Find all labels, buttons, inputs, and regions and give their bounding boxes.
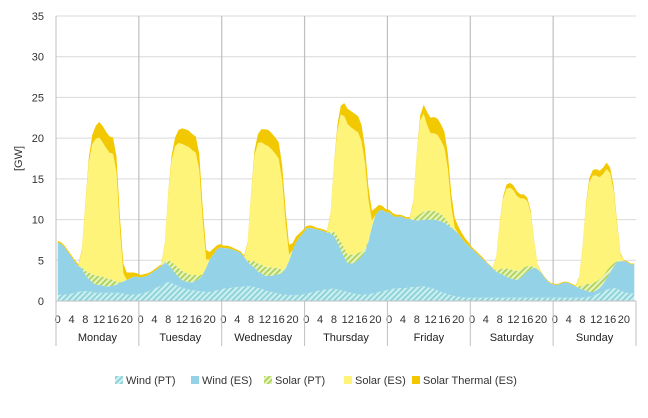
- x-tick-label: 12: [424, 314, 436, 326]
- grid-lines: [56, 15, 636, 301]
- x-tick-label: 0: [386, 314, 392, 326]
- x-tick-label: 4: [68, 314, 74, 326]
- legend-swatch: [344, 376, 352, 384]
- x-tick-label: 0: [552, 314, 558, 326]
- y-tick-label: 10: [32, 215, 44, 227]
- x-tick-label: 20: [452, 314, 464, 326]
- x-tick-label: 12: [342, 314, 354, 326]
- x-tick-label: 8: [82, 314, 88, 326]
- x-tick-label: 8: [165, 314, 171, 326]
- x-tick-label: 12: [507, 314, 519, 326]
- y-tick-label: 0: [38, 296, 44, 308]
- day-label: Friday: [414, 332, 445, 344]
- x-tick-label: 8: [331, 314, 337, 326]
- x-tick-label: 0: [138, 314, 144, 326]
- series-area-4: [57, 113, 635, 287]
- series-area-2: [57, 209, 635, 298]
- day-label: Monday: [78, 332, 118, 344]
- x-tick-label: 16: [355, 314, 367, 326]
- x-tick-label: 12: [93, 314, 105, 326]
- x-tick-label: 4: [317, 314, 323, 326]
- y-tick-label: 15: [32, 174, 44, 186]
- series-area-3: [57, 209, 635, 293]
- legend-label: Solar (PT): [275, 375, 325, 387]
- y-tick-label: 20: [32, 133, 44, 145]
- day-label: Thursday: [323, 332, 369, 344]
- legend-swatch: [412, 376, 420, 384]
- x-tick-label: 16: [604, 314, 616, 326]
- x-tick-label: 4: [151, 314, 157, 326]
- x-tick-label: 8: [579, 314, 585, 326]
- legend-swatch: [115, 376, 123, 384]
- x-tick-label: 8: [497, 314, 503, 326]
- x-tick-label: 12: [259, 314, 271, 326]
- day-label: Wednesday: [234, 332, 292, 344]
- x-tick-label: 12: [176, 314, 188, 326]
- y-tick-label: 30: [32, 52, 44, 64]
- x-tick-label: 20: [535, 314, 547, 326]
- legend-label: Wind (ES): [202, 375, 252, 387]
- x-tick-label: 16: [107, 314, 119, 326]
- legend-label: Wind (PT): [126, 375, 176, 387]
- legend-swatch: [191, 376, 199, 384]
- x-tick-label: 20: [204, 314, 216, 326]
- area-series-layer: [57, 103, 635, 301]
- y-tick-label: 25: [32, 92, 44, 104]
- x-tick-label: 4: [400, 314, 406, 326]
- x-tick-label: 16: [273, 314, 285, 326]
- x-tick-label: 16: [190, 314, 202, 326]
- x-tick-label: 16: [438, 314, 450, 326]
- y-axis-label: [GW]: [13, 146, 25, 171]
- x-tick-label: 0: [220, 314, 226, 326]
- series-area-5: [57, 103, 635, 287]
- x-tick-label: 16: [521, 314, 533, 326]
- x-tick-label: 0: [55, 314, 61, 326]
- x-tick-label: 8: [248, 314, 254, 326]
- x-tick-label: 20: [121, 314, 133, 326]
- legend-label: Solar (ES): [355, 375, 406, 387]
- x-tick-label: 20: [618, 314, 630, 326]
- x-tick-label: 20: [369, 314, 381, 326]
- x-tick-label: 4: [566, 314, 572, 326]
- day-label: Sunday: [576, 332, 614, 344]
- day-label: Tuesday: [159, 332, 201, 344]
- x-tick-label: 8: [414, 314, 420, 326]
- series-area-1: [57, 282, 635, 301]
- legend: Wind (PT) Wind (ES) Solar (PT) Solar (ES) So…: [115, 375, 517, 387]
- x-tick-label: 20: [286, 314, 298, 326]
- day-label: Saturday: [490, 332, 535, 344]
- x-tick-label: 0: [303, 314, 309, 326]
- x-tick-label: 12: [590, 314, 602, 326]
- y-tick-label: 5: [38, 255, 44, 267]
- legend-label: Solar Thermal (ES): [423, 375, 517, 387]
- x-tick-label: 4: [483, 314, 489, 326]
- x-tick-label: 4: [234, 314, 240, 326]
- y-tick-label: 35: [32, 11, 44, 23]
- legend-swatch: [264, 376, 272, 384]
- x-tick-label: 0: [469, 314, 475, 326]
